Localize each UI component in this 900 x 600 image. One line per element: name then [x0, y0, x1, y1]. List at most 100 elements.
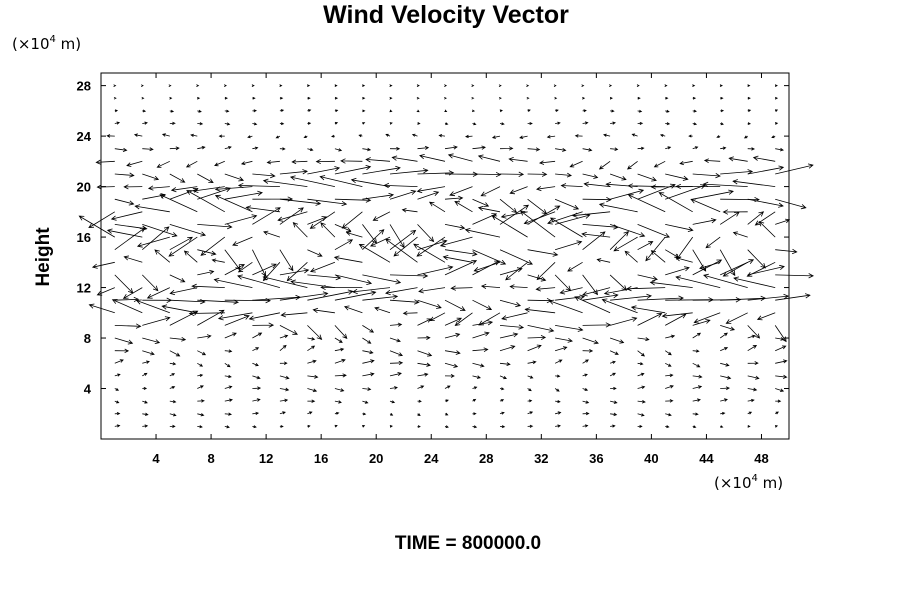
wind-vector — [754, 211, 776, 226]
wind-vector — [362, 294, 399, 301]
wind-vector — [692, 412, 699, 416]
wind-vector — [247, 135, 253, 139]
wind-vector — [417, 413, 421, 416]
wind-vector — [775, 293, 811, 301]
wind-vector — [334, 347, 345, 352]
wind-vector — [653, 160, 666, 168]
wind-vector — [527, 375, 534, 379]
wind-vector — [142, 147, 154, 152]
wind-vector — [477, 205, 501, 213]
wind-vector — [720, 109, 725, 113]
wind-vector — [315, 159, 335, 165]
wind-vector — [224, 122, 231, 126]
wind-vector — [775, 273, 814, 279]
wind-vector — [527, 411, 534, 415]
wind-vector — [252, 322, 275, 328]
wind-vector — [692, 319, 711, 326]
wind-vector — [692, 218, 717, 225]
wind-vector — [610, 109, 615, 113]
wind-vector — [610, 386, 617, 391]
wind-vector — [472, 299, 493, 310]
wind-vector — [555, 337, 573, 343]
wind-vector — [114, 198, 135, 206]
wind-vector — [389, 189, 417, 200]
wind-vector — [252, 96, 256, 100]
wind-vector — [535, 286, 556, 292]
wind-vector — [527, 424, 534, 428]
wind-vector — [720, 386, 730, 391]
wind-vector — [224, 264, 245, 276]
wind-vector — [658, 192, 693, 213]
wind-vector — [637, 173, 657, 182]
wind-vector — [389, 168, 429, 175]
wind-vector — [581, 84, 585, 87]
wind-vector — [183, 250, 198, 263]
wind-vector — [197, 413, 205, 417]
wind-vector — [142, 226, 170, 251]
wind-vector — [539, 160, 556, 165]
wind-vector — [142, 424, 149, 428]
wind-vector — [169, 424, 176, 428]
wind-vector — [334, 424, 338, 428]
wind-vector — [320, 222, 336, 238]
wind-vector — [472, 412, 477, 416]
wind-vector — [334, 148, 343, 152]
wind-vector — [417, 362, 431, 367]
wind-vector — [224, 385, 233, 389]
wind-vector — [307, 109, 312, 112]
wind-vector — [527, 344, 542, 352]
x-tick-label: 44 — [699, 451, 714, 466]
wind-vector — [720, 411, 726, 415]
wind-vector — [389, 386, 398, 390]
wind-vector — [567, 261, 583, 272]
wind-vector — [747, 165, 785, 175]
wind-vector — [692, 96, 697, 100]
wind-vector — [720, 398, 728, 402]
wind-vector — [690, 198, 721, 213]
wind-vector — [362, 274, 402, 285]
wind-vector — [197, 350, 207, 356]
wind-vector — [114, 147, 128, 152]
wind-vector — [389, 360, 404, 366]
wind-vector — [627, 194, 666, 213]
wind-vector — [472, 320, 494, 326]
wind-vector — [279, 249, 294, 272]
wind-vector — [232, 236, 253, 246]
x-tick-label: 16 — [314, 451, 328, 466]
wind-vector — [527, 198, 548, 215]
wind-vector — [286, 262, 308, 282]
wind-vector — [279, 344, 287, 352]
wind-vector — [374, 306, 391, 314]
wind-vector — [307, 216, 328, 225]
wind-vector — [747, 122, 752, 125]
wind-vector — [609, 230, 630, 250]
wind-vector — [499, 375, 508, 380]
wind-vector — [307, 337, 316, 341]
wind-vector — [659, 134, 666, 137]
wind-vector — [665, 122, 671, 126]
wind-vector — [499, 299, 522, 308]
wind-vector — [169, 373, 176, 377]
wind-vector — [720, 259, 755, 276]
x-tick-label: 8 — [207, 451, 214, 466]
wind-vector — [720, 96, 724, 100]
wind-vector — [637, 424, 643, 428]
wind-vector — [245, 205, 280, 213]
wind-vector — [733, 276, 776, 288]
wind-vector — [369, 236, 391, 247]
wind-vector — [472, 198, 490, 207]
wind-vector — [609, 316, 638, 326]
wind-vector — [499, 109, 503, 113]
wind-vector — [200, 236, 226, 256]
wind-vector — [665, 373, 674, 378]
wind-vector — [417, 425, 421, 428]
wind-vector — [262, 262, 281, 282]
wind-vector — [417, 335, 431, 340]
wind-vector — [747, 325, 761, 339]
wind-vector — [692, 362, 701, 368]
y-tick-label: 24 — [77, 129, 92, 144]
wind-vector — [224, 249, 241, 271]
wind-vector — [720, 375, 732, 380]
wind-vector — [582, 197, 612, 203]
x-unit-prefix: (×10 — [714, 474, 752, 492]
